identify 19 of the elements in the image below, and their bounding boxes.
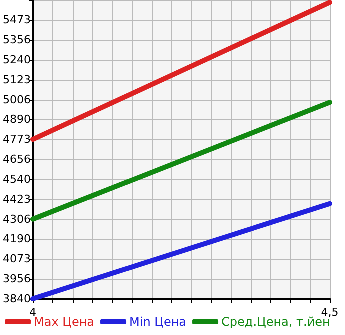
y-tick-label: 4540 — [2, 172, 31, 186]
x-tick-label: 4,5 — [321, 306, 339, 319]
x-tick-label: 4 — [29, 306, 36, 319]
y-tick-label: 4073 — [2, 252, 31, 266]
y-tick-label: 4656 — [2, 153, 31, 166]
legend-label: Max Цена — [34, 315, 95, 329]
y-tick-label: 4423 — [2, 192, 31, 206]
y-tick-label: 5356 — [2, 33, 31, 46]
y-tick-label: 4306 — [2, 212, 31, 226]
y-tick-label: 5473 — [2, 13, 31, 26]
y-tick-label: 3840 — [2, 292, 31, 306]
y-tick-label: 4890 — [2, 113, 31, 126]
y-tick-label: 5006 — [2, 93, 31, 106]
y-tick-label: 5240 — [2, 53, 31, 66]
y-tick-label: 4190 — [2, 232, 31, 246]
legend-label: Min Цена — [130, 315, 187, 329]
y-tick-label: 3956 — [2, 272, 31, 286]
y-tick-label: 5123 — [2, 73, 31, 86]
y-tick-label: 4773 — [2, 133, 31, 146]
